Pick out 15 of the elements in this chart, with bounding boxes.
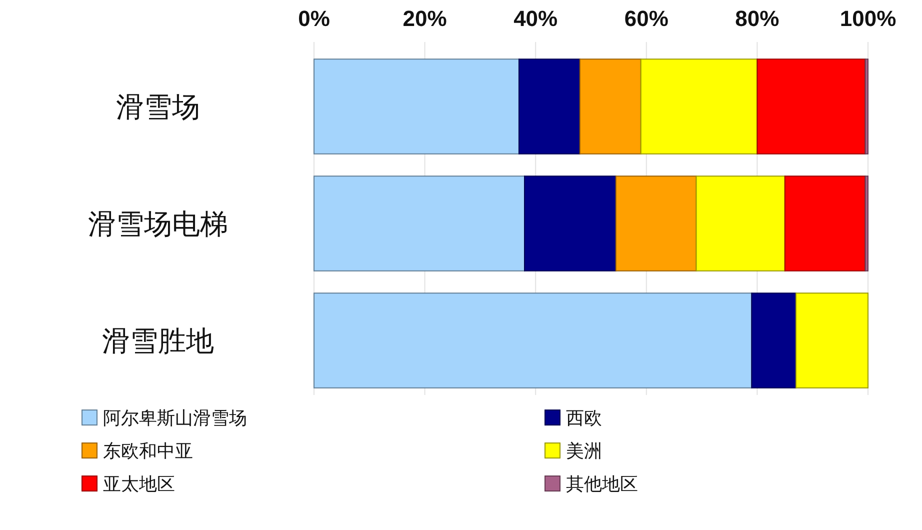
legend-label: 阿尔卑斯山滑雪场: [103, 408, 247, 428]
x-tick-label: 20%: [402, 6, 447, 31]
x-tick-label: 60%: [624, 6, 668, 31]
legend-label: 亚太地区: [103, 474, 175, 494]
x-tick-label: 100%: [840, 6, 896, 31]
y-tick-label: 滑雪胜地: [102, 326, 214, 356]
legend-label: 其他地区: [566, 474, 638, 494]
y-tick-label: 滑雪场: [116, 92, 200, 122]
x-tick-label: 0%: [298, 6, 330, 31]
legend-label: 西欧: [566, 408, 602, 428]
x-tick-label: 40%: [514, 6, 558, 31]
x-tick-label: 80%: [735, 6, 780, 31]
legend-label: 东欧和中亚: [103, 441, 193, 461]
y-tick-label: 滑雪场电梯: [88, 208, 228, 240]
legend-label: 美洲: [566, 441, 602, 461]
